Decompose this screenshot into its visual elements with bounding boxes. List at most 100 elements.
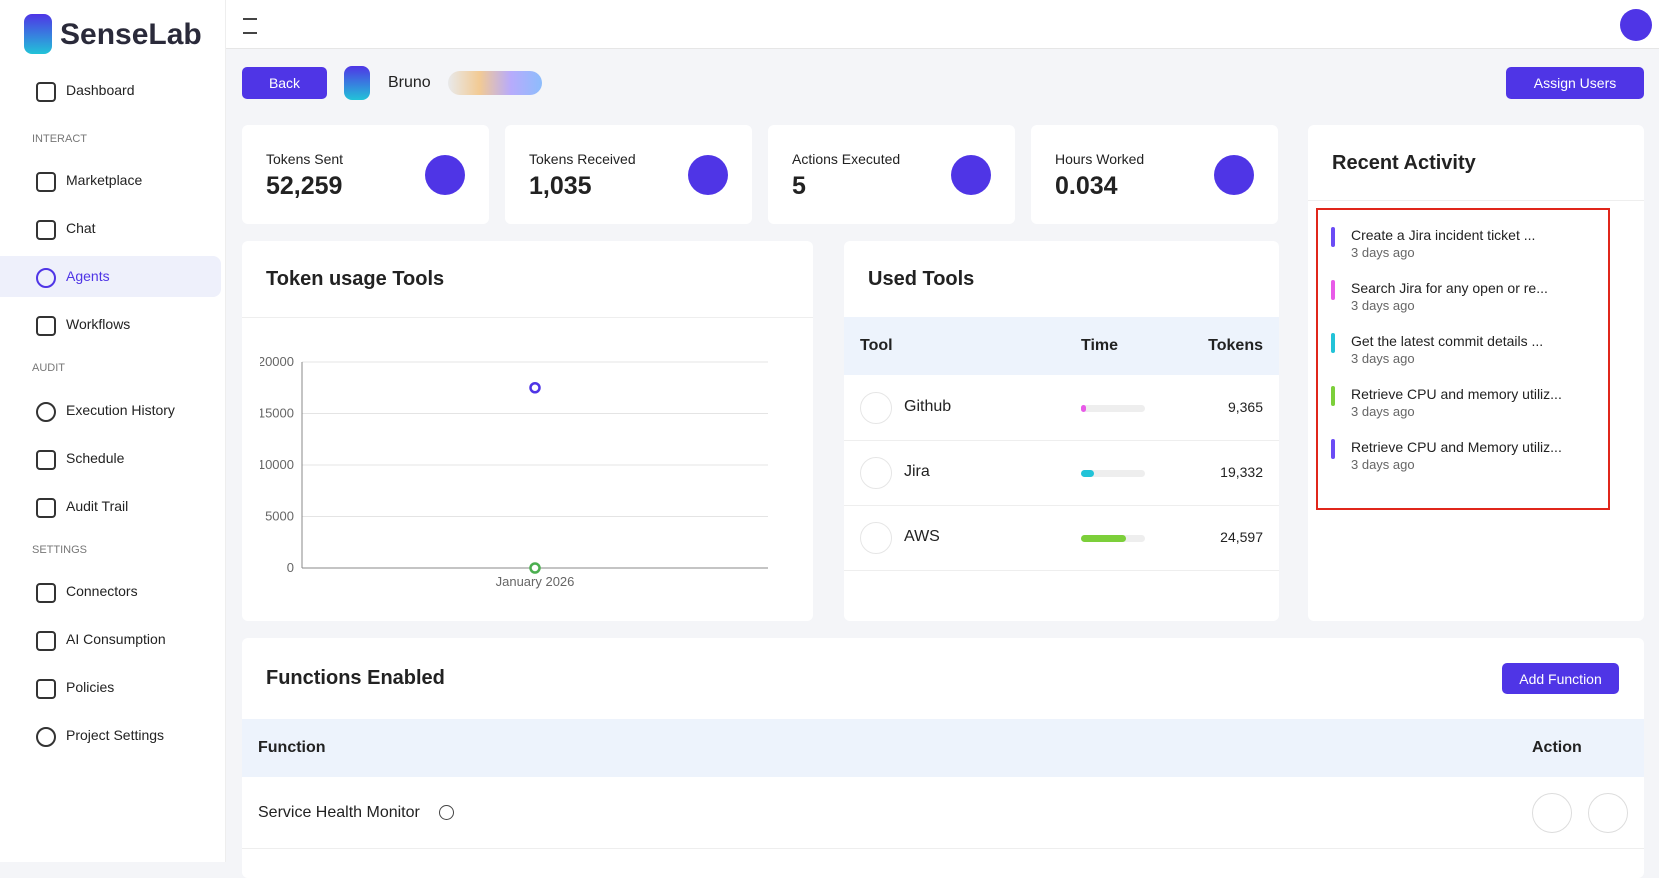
activity-text[interactable]: Create a Jira incident ticket ... [1351,227,1536,243]
logo [24,14,52,54]
icon [36,82,56,102]
icon [36,679,56,699]
y-tick-label: 5000 [265,509,294,524]
icon [36,172,56,192]
y-tick-label: 20000 [258,354,294,369]
tool-icon [860,457,892,489]
tool-icon [860,522,892,554]
nav-active [0,256,221,297]
topbar [226,0,1659,49]
info-icon[interactable] [439,805,454,820]
nav-item[interactable]: Policies [66,679,115,695]
y-tick-label: 10000 [258,457,294,472]
row-divider [844,570,1279,571]
nav-item[interactable]: Dashboard [66,82,135,98]
activity-text[interactable]: Retrieve CPU and memory utiliz... [1351,386,1562,402]
activity-bar [1331,227,1335,247]
label: Back [268,75,301,91]
nav-item[interactable]: Execution History [66,402,175,418]
tool-name: AWS [904,528,940,545]
icon [36,268,56,288]
card-title: Functions Enabled [266,667,445,689]
agent-name: Bruno [388,74,431,91]
icon [36,583,56,603]
delete-button[interactable] [1588,793,1628,833]
nav-item[interactable]: Project Settings [66,727,165,743]
point [529,382,541,394]
edit-button[interactable] [1532,793,1572,833]
stat-icon [688,155,728,195]
functions-card [242,638,1644,878]
divider [242,317,813,318]
add-function-button[interactable]: Add Function [1502,663,1619,694]
stat-value: 1,035 [529,172,592,200]
icon [36,402,56,422]
nav-section: INTERACT [32,133,87,145]
point [529,562,541,574]
agent-logo [344,66,370,100]
activity-text[interactable]: Retrieve CPU and Memory utiliz... [1351,439,1562,455]
y-tick-label: 0 [287,560,294,575]
nav-section: SETTINGS [32,544,88,556]
table-header [242,719,1644,777]
activity-bar [1331,439,1335,459]
nav-item[interactable]: Marketplace [66,172,143,188]
card-title: Recent Activity [1332,152,1476,174]
nav-item[interactable]: AI Consumption [66,631,166,647]
icon [36,316,56,336]
tool-icons [448,71,542,95]
tool-tokens: 24,597 [1220,529,1263,545]
stat-label: Hours Worked [1055,151,1145,167]
activity-time: 3 days ago [1351,298,1415,313]
menu-toggle[interactable] [243,18,257,34]
back-button[interactable]: Back [242,67,327,99]
stat-label: Tokens Received [529,151,636,167]
avatar[interactable] [1620,9,1652,41]
stat-value: 0.034 [1055,172,1118,200]
highlight-box [1316,208,1610,510]
chart: 0 5000 10000 15000 20000 January 2026 [242,330,768,600]
column-header: Tokens [1208,337,1263,354]
label: Add Function [1519,670,1602,687]
activity-time: 3 days ago [1351,351,1415,366]
nav-section: AUDIT [32,362,65,374]
sidebar [0,0,226,862]
brand: SenseLab [60,18,202,51]
chart-card [242,241,813,621]
stat-icon [1214,155,1254,195]
stat-value: 52,259 [266,172,343,200]
nav-item[interactable]: Audit Trail [66,498,129,514]
time-bar [1081,470,1094,477]
time-bar [1081,535,1126,542]
y-tick-label: 15000 [258,406,294,421]
tool-tokens: 19,332 [1220,464,1263,480]
column-header: Tool [860,337,893,354]
activity-bar [1331,333,1335,353]
activity-text[interactable]: Search Jira for any open or re... [1351,280,1548,296]
card-title: Token usage Tools [266,268,445,290]
x-tick-label: January 2026 [496,574,575,589]
assign-button[interactable]: Assign Users [1506,67,1644,99]
activity-text[interactable]: Get the latest commit details ... [1351,333,1544,349]
time-track [1081,470,1145,477]
stat-label: Tokens Sent [266,151,344,167]
column-header: Function [258,739,326,756]
nav-item[interactable]: Schedule [66,450,125,466]
activity-time: 3 days ago [1351,404,1415,419]
tool-tokens: 9,365 [1227,399,1263,415]
stat-icon [951,155,991,195]
stat-icon [425,155,465,195]
tools-card [844,241,1279,621]
nav-item[interactable]: Connectors [66,583,138,599]
nav-item[interactable]: Chat [66,220,96,236]
icon [36,631,56,651]
stat-label: Actions Executed [792,151,901,167]
time-track [1081,405,1145,412]
activity-bar [1331,280,1335,300]
nav-item[interactable]: Agents [66,268,110,284]
tool-name: Jira [904,463,930,480]
column-header: Time [1081,337,1119,354]
function-name: Service Health Monitor [258,804,420,821]
nav-item[interactable]: Workflows [66,316,131,332]
